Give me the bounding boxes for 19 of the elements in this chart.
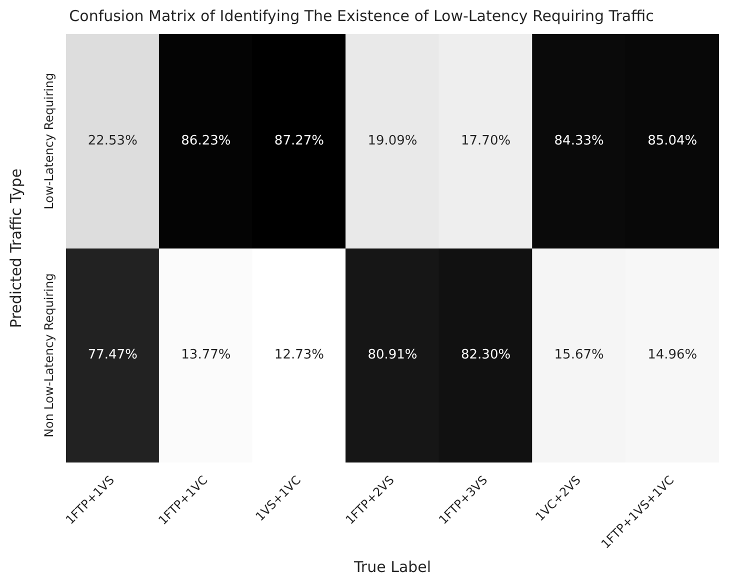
data-label: 12.73% — [274, 348, 324, 363]
data-label: 15.67% — [554, 348, 604, 363]
data-label: 17.70% — [460, 133, 511, 148]
data-label: 14.96% — [648, 348, 698, 363]
data-label: 84.33% — [554, 133, 604, 148]
data-label: 87.27% — [274, 133, 324, 148]
y-tick-label: Low-Latency Requiring — [42, 72, 56, 210]
chart-title: Confusion Matrix of Identifying The Existence of Low-Latency Requiring Traffic — [69, 6, 654, 25]
data-label: 77.47% — [88, 348, 138, 363]
y-axis-title: Predicted Traffic Type — [6, 168, 25, 328]
y-tick-label: Non Low-Latency Requiring — [42, 273, 56, 438]
data-label: 85.04% — [648, 133, 698, 148]
data-label: 80.91% — [368, 348, 418, 363]
data-label: 86.23% — [181, 133, 231, 148]
data-label: 19.09% — [368, 133, 418, 148]
data-label: 22.53% — [88, 133, 138, 148]
data-label: 82.30% — [460, 348, 511, 363]
x-axis-title: True Label — [352, 558, 432, 576]
data-label: 13.77% — [181, 348, 231, 363]
